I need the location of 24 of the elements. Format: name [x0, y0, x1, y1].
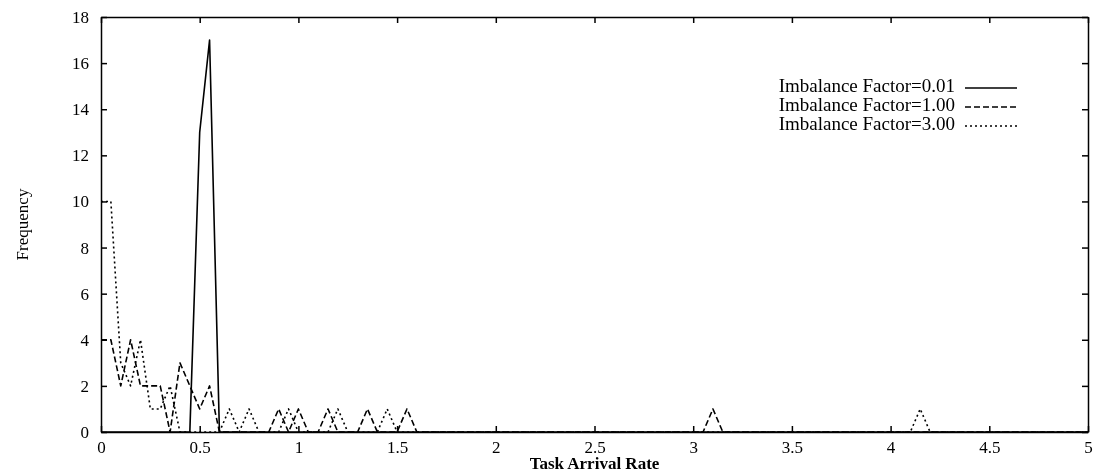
y-tick-label: 16 [72, 54, 89, 74]
x-tick-label: 3.5 [781, 438, 804, 458]
x-tick-label: 2 [492, 438, 501, 458]
y-axis-title: Frequency [13, 188, 32, 261]
y-tick-label: 10 [72, 192, 89, 212]
x-tick-label: 1 [294, 438, 304, 458]
y-tick-label: 0 [80, 422, 89, 442]
y-tick-label: 12 [72, 146, 89, 166]
x-tick-label: 3 [689, 438, 698, 458]
legend-label: Imbalance Factor=1.00 [778, 94, 955, 116]
x-tick-label: 4 [886, 438, 896, 458]
x-tick-label: 0.5 [189, 438, 211, 458]
y-tick-label: 6 [80, 284, 89, 304]
x-tick-label: 1.5 [386, 438, 409, 458]
x-tick-label: 5 [1084, 438, 1093, 458]
x-tick-label: 0 [97, 438, 106, 458]
x-tick-label: 4.5 [979, 438, 1001, 458]
legend-label: Imbalance Factor=3.00 [778, 113, 955, 135]
y-tick-label: 4 [80, 330, 90, 350]
y-tick-label: 8 [80, 238, 89, 258]
y-tick-label: 2 [80, 376, 89, 396]
y-tick-label: 14 [72, 100, 90, 120]
legend-label: Imbalance Factor=0.01 [778, 75, 955, 97]
y-tick-label: 18 [72, 7, 89, 27]
